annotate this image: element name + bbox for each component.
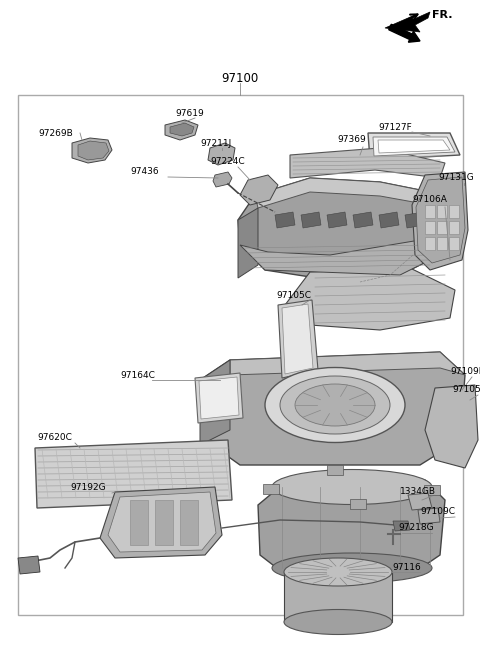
Polygon shape <box>412 172 468 270</box>
Text: 97127F: 97127F <box>378 122 412 132</box>
Polygon shape <box>199 377 239 419</box>
Polygon shape <box>130 500 148 545</box>
Text: 97100: 97100 <box>221 71 259 84</box>
Polygon shape <box>437 221 447 234</box>
Text: 97106A: 97106A <box>412 195 447 204</box>
Text: 97269B: 97269B <box>38 128 73 138</box>
Polygon shape <box>353 212 373 228</box>
Polygon shape <box>425 205 435 218</box>
Polygon shape <box>108 492 216 552</box>
Polygon shape <box>240 240 440 275</box>
Polygon shape <box>437 237 447 250</box>
Polygon shape <box>378 140 450 153</box>
Text: FR.: FR. <box>432 10 453 20</box>
Polygon shape <box>437 205 447 218</box>
Polygon shape <box>100 487 222 558</box>
Ellipse shape <box>272 553 432 583</box>
Polygon shape <box>425 237 435 250</box>
Polygon shape <box>449 237 459 250</box>
Polygon shape <box>385 12 430 32</box>
Polygon shape <box>373 137 455 156</box>
Polygon shape <box>240 175 278 205</box>
Polygon shape <box>285 268 455 330</box>
Polygon shape <box>200 352 465 465</box>
Text: 97436: 97436 <box>130 168 158 176</box>
Polygon shape <box>301 212 321 228</box>
Polygon shape <box>327 212 347 228</box>
Polygon shape <box>180 500 198 545</box>
Polygon shape <box>238 178 450 280</box>
Text: 97109D: 97109D <box>450 367 480 377</box>
Polygon shape <box>282 304 313 374</box>
Text: 97116: 97116 <box>392 563 421 572</box>
Polygon shape <box>78 141 109 160</box>
Polygon shape <box>368 133 460 160</box>
Polygon shape <box>284 572 392 622</box>
Text: 97369: 97369 <box>337 136 366 145</box>
Polygon shape <box>200 360 230 445</box>
Polygon shape <box>449 205 459 218</box>
Polygon shape <box>230 352 465 375</box>
Text: 97620C: 97620C <box>37 434 72 443</box>
Ellipse shape <box>280 376 390 434</box>
Text: 97224C: 97224C <box>210 157 245 166</box>
Polygon shape <box>408 493 432 510</box>
Text: 97105G: 97105G <box>452 386 480 394</box>
Text: 97109C: 97109C <box>420 508 455 517</box>
Polygon shape <box>424 485 440 495</box>
Polygon shape <box>290 148 445 178</box>
Ellipse shape <box>295 384 375 426</box>
Polygon shape <box>165 120 198 140</box>
Polygon shape <box>275 212 295 228</box>
Polygon shape <box>35 440 232 508</box>
Ellipse shape <box>284 558 392 586</box>
Polygon shape <box>449 221 459 234</box>
Polygon shape <box>208 143 235 165</box>
Polygon shape <box>170 123 194 136</box>
Polygon shape <box>18 556 40 574</box>
Polygon shape <box>255 178 450 215</box>
Polygon shape <box>258 480 445 572</box>
Polygon shape <box>18 95 463 615</box>
Text: 97192G: 97192G <box>70 483 106 493</box>
Polygon shape <box>213 172 232 187</box>
Polygon shape <box>379 212 399 228</box>
Polygon shape <box>425 221 435 234</box>
Polygon shape <box>405 212 425 228</box>
Polygon shape <box>393 521 410 531</box>
Polygon shape <box>238 208 258 278</box>
Polygon shape <box>425 385 478 468</box>
Text: 1334GB: 1334GB <box>400 487 436 496</box>
Ellipse shape <box>265 367 405 443</box>
Ellipse shape <box>272 470 432 504</box>
FancyArrow shape <box>389 24 420 42</box>
Polygon shape <box>418 508 440 524</box>
Text: 97164C: 97164C <box>120 371 155 379</box>
Polygon shape <box>195 373 243 423</box>
Polygon shape <box>416 177 465 263</box>
Text: 97131G: 97131G <box>438 174 474 183</box>
Polygon shape <box>155 500 173 545</box>
Text: 97218G: 97218G <box>398 523 433 533</box>
Polygon shape <box>350 499 366 509</box>
Text: 97211J: 97211J <box>200 138 231 147</box>
Polygon shape <box>278 300 318 378</box>
Polygon shape <box>327 466 343 476</box>
Ellipse shape <box>284 610 392 635</box>
Text: 97105C: 97105C <box>276 291 311 299</box>
Polygon shape <box>72 138 112 163</box>
Text: 97619: 97619 <box>175 109 204 117</box>
Polygon shape <box>263 485 279 495</box>
